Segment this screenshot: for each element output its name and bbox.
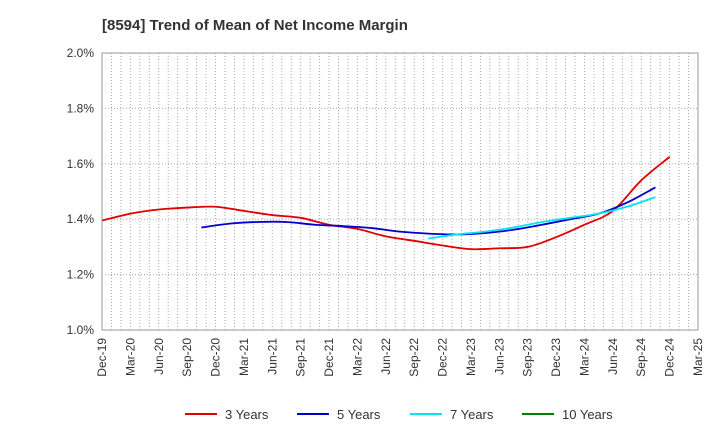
y-tick-label: 1.0% <box>67 323 95 337</box>
legend-label-7-years: 7 Years <box>450 407 494 422</box>
x-tick-label: Jun-20 <box>152 338 166 375</box>
x-tick-label: Mar-20 <box>123 338 137 376</box>
x-tick-label: Sep-22 <box>407 338 421 377</box>
x-tick-label: Sep-23 <box>521 338 535 377</box>
x-tick-label: Dec-21 <box>322 338 336 377</box>
series-line-7-years <box>428 196 656 240</box>
legend: 3 Years 5 Years 7 Years 10 Years <box>185 407 613 422</box>
x-tick-label: Dec-19 <box>95 338 109 377</box>
legend-label-10-years: 10 Years <box>562 407 613 422</box>
legend-label-3-years: 3 Years <box>225 407 269 422</box>
x-tick-label: Jun-21 <box>265 338 279 375</box>
y-tick-label: 1.8% <box>67 101 95 115</box>
series-lines <box>101 156 671 251</box>
y-tick-label: 1.6% <box>67 157 95 171</box>
x-tick-label: Dec-22 <box>436 338 450 377</box>
x-tick-label: Mar-21 <box>237 338 251 376</box>
plot-frame <box>101 52 699 331</box>
series-line-3-years <box>101 156 671 251</box>
x-tick-label: Mar-23 <box>464 338 478 376</box>
x-tick-label: Dec-20 <box>209 338 223 377</box>
y-tick-label: 1.2% <box>67 268 95 282</box>
x-tick-label: Jun-24 <box>606 338 620 375</box>
x-tick-label: Mar-25 <box>691 338 705 376</box>
chart-title: [8594] Trend of Mean of Net Income Margi… <box>102 17 408 34</box>
x-axis: Dec-19 Mar-20 Jun-20 Sep-20 Dec-20 Mar-21 Jun-… <box>95 338 705 377</box>
legend-label-5-years: 5 Years <box>337 407 381 422</box>
x-tick-label: Sep-24 <box>634 338 648 377</box>
y-tick-label: 1.4% <box>67 212 95 226</box>
x-tick-label: Jun-22 <box>379 338 393 375</box>
x-tick-label: Dec-24 <box>663 338 677 377</box>
x-tick-label: Dec-23 <box>549 338 563 377</box>
y-tick-label: 2.0% <box>67 46 95 60</box>
x-tick-label: Sep-21 <box>294 338 308 377</box>
x-tick-label: Mar-24 <box>577 338 591 376</box>
grid <box>102 53 698 330</box>
y-axis: 1.0% 1.2% 1.4% 1.6% 1.8% 2.0% <box>67 46 95 337</box>
series-line-5-years <box>201 186 656 236</box>
x-tick-label: Sep-20 <box>180 338 194 377</box>
x-tick-label: Mar-22 <box>350 338 364 376</box>
x-tick-label: Jun-23 <box>492 338 506 375</box>
